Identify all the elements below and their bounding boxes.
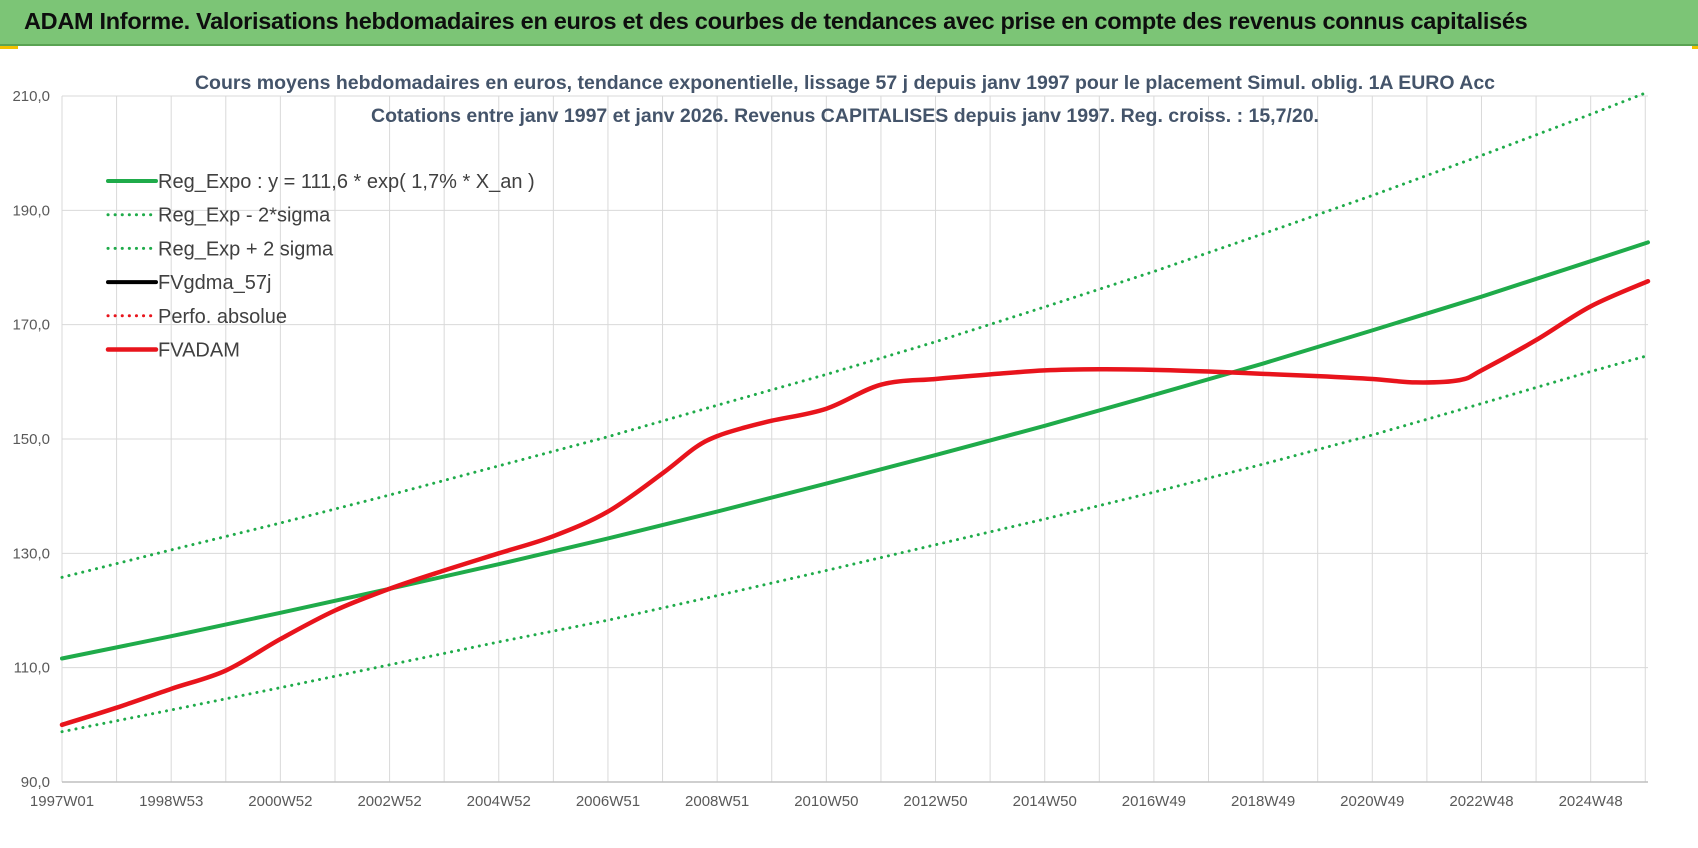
y-tick-label: 170,0 — [12, 317, 50, 334]
corner-mark-left — [0, 46, 18, 49]
y-tick-label: 90,0 — [21, 774, 50, 791]
x-tick-label: 2024W48 — [1559, 793, 1623, 810]
series-line-2 — [60, 90, 1650, 579]
header-banner: ADAM Informe. Valorisations hebdomadaire… — [0, 0, 1698, 46]
x-tick-label: 2004W52 — [467, 793, 531, 810]
corner-mark-right — [1692, 46, 1698, 49]
y-tick-label: 190,0 — [12, 202, 50, 219]
x-tick-label: 2008W51 — [685, 793, 749, 810]
x-tick-label: 2002W52 — [357, 793, 421, 810]
banner-title: ADAM Informe. Valorisations hebdomadaire… — [24, 8, 1528, 34]
x-tick-label: 2014W50 — [1013, 793, 1077, 810]
legend-label: FVgdma_57j — [158, 272, 271, 294]
series-layer — [59, 90, 1651, 734]
legend-label: Reg_Exp + 2 sigma — [158, 238, 334, 260]
chart-title: Cours moyens hebdomadaires en euros, ten… — [195, 72, 1495, 94]
chart: 90,0 110,0 130,0 150,0 170,0 190,0 210,0 1997W… — [12, 72, 1651, 810]
x-tick-label: 1998W53 — [139, 793, 203, 810]
x-tick-label: 2012W50 — [903, 793, 967, 810]
series-line-0 — [60, 240, 1650, 661]
x-axis: 1997W01 1998W53 2000W52 2002W52 2004W52 2006W… — [30, 793, 1623, 810]
legend: Reg_Expo : y = 111,6 * exp( 1,7% * X_an … — [105, 171, 535, 362]
y-tick-label: 210,0 — [12, 88, 50, 105]
x-tick-label: 1997W01 — [30, 793, 94, 810]
legend-label: FVADAM — [158, 340, 240, 362]
x-tick-label: 2022W48 — [1449, 793, 1513, 810]
x-tick-label: 2000W52 — [248, 793, 312, 810]
x-tick-label: 2018W49 — [1231, 793, 1295, 810]
series-line-5 — [59, 278, 1651, 728]
y-tick-label: 130,0 — [12, 545, 50, 562]
y-axis: 90,0 110,0 130,0 150,0 170,0 190,0 210,0 — [12, 88, 50, 791]
legend-label: Reg_Exp - 2*sigma — [158, 205, 331, 227]
x-tick-label: 2020W49 — [1340, 793, 1404, 810]
legend-label: Perfo. absolue — [158, 306, 287, 328]
y-tick-label: 150,0 — [12, 431, 50, 448]
chart-subtitle: Cotations entre janv 1997 et janv 2026. … — [371, 105, 1319, 127]
x-tick-label: 2010W50 — [794, 793, 858, 810]
y-tick-label: 110,0 — [14, 660, 50, 677]
grid — [61, 95, 1648, 783]
series-line-1 — [60, 354, 1650, 734]
legend-label: Reg_Expo : y = 111,6 * exp( 1,7% * X_an … — [158, 171, 535, 193]
x-tick-label: 2006W51 — [576, 793, 640, 810]
x-tick-label: 2016W49 — [1122, 793, 1186, 810]
